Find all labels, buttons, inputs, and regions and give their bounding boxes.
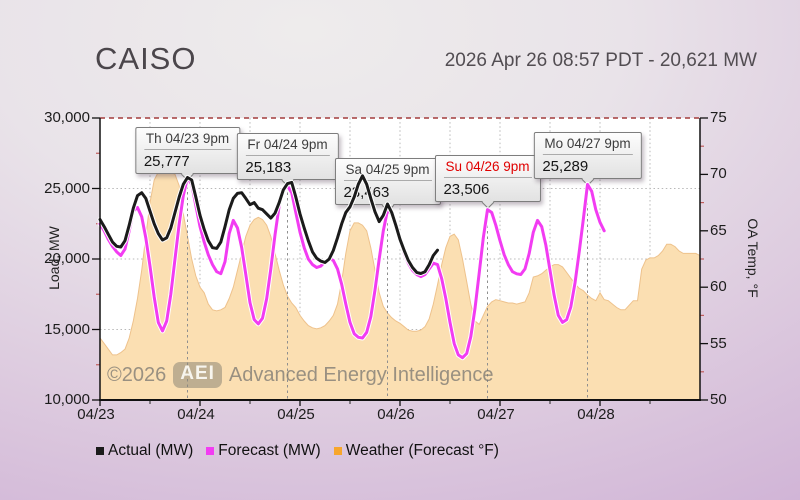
legend-item[interactable]: Actual (MW) [96,442,193,460]
watermark: ©2026 AEI Advanced Energy Intelligence [107,362,494,388]
aei-logo: AEI [173,362,222,388]
legend-label: Forecast (MW) [218,442,321,459]
y-axis-title-temp: OA Temp, °F [745,218,761,298]
legend-item[interactable]: Forecast (MW) [206,442,321,460]
watermark-text: Advanced Energy Intelligence [228,363,494,386]
watermark-copyright: ©2026 [107,363,167,386]
legend-label: Weather (Forecast °F) [345,442,499,459]
page-title: CAISO [95,41,197,76]
y-axis-title-load: Load, MW [46,226,62,290]
legend-swatch-icon [206,447,215,455]
legend-item[interactable]: Weather (Forecast °F) [333,442,499,460]
legend-swatch-icon [333,447,342,455]
legend-label: Actual (MW) [108,442,194,459]
status-datetime-load: 2026 Apr 26 08:57 PDT - 20,621 MW [444,50,757,71]
legend-swatch-icon [96,447,104,455]
legend: Actual (MW) Forecast (MW) Weather (Forecas… [96,442,499,460]
